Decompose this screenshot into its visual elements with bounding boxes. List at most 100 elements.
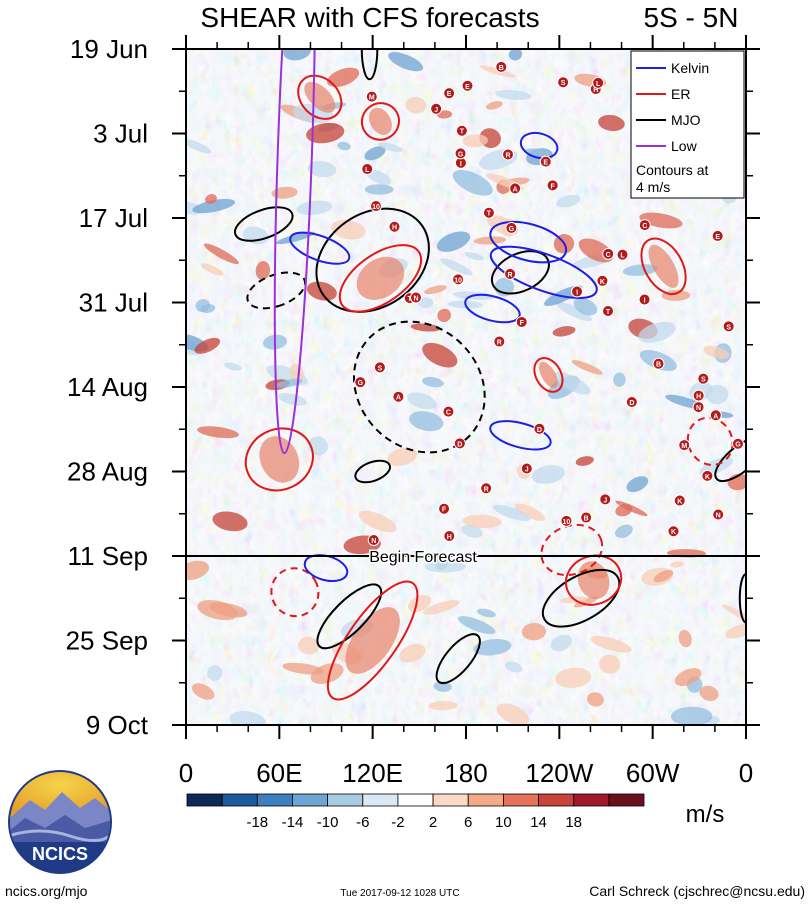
- colorbar-unit: m/s: [686, 801, 725, 828]
- colorbar-label: -2: [391, 814, 404, 831]
- storm-marker: [599, 493, 612, 506]
- y-tick-label: 14 Aug: [67, 372, 148, 402]
- y-tick-label: 25 Sep: [66, 626, 148, 656]
- shear-anomaly-patch: [626, 476, 649, 493]
- storm-letter: G: [358, 380, 364, 387]
- shear-anomaly-patch: [670, 561, 684, 568]
- storm-letter: F: [442, 507, 447, 514]
- shear-anomaly-patch: [191, 683, 215, 700]
- footer-url: ncics.org/mjo: [5, 883, 88, 899]
- storm-letter: I: [644, 297, 646, 304]
- storm-marker: [692, 401, 705, 414]
- legend-label: Low: [671, 138, 698, 154]
- shear-anomaly-patch: [423, 600, 460, 615]
- storm-marker: [539, 155, 552, 168]
- shear-anomaly-patch: [364, 184, 394, 195]
- legend: Kelvin ER MJO Low Contours at 4 m/s: [630, 50, 745, 199]
- x-tick-label: 60E: [256, 758, 302, 788]
- colorbar-label: -18: [246, 814, 268, 831]
- positive-shear-core: [259, 436, 300, 483]
- storm-marker: [712, 508, 725, 521]
- shear-anomaly-patch: [508, 49, 523, 61]
- colorbar-swatch: [327, 793, 364, 807]
- storm-marker: [493, 335, 506, 348]
- shear-anomaly-patch: [504, 661, 523, 673]
- shear-anomaly-patch: [725, 623, 746, 639]
- storm-letter: B: [584, 516, 589, 523]
- shear-anomaly-patch: [418, 297, 434, 308]
- shear-anomaly-patch: [573, 297, 598, 316]
- shear-anomaly-patch: [486, 101, 503, 110]
- storm-letter: A: [513, 186, 518, 193]
- er-contour: [326, 580, 419, 701]
- shear-anomaly-patch: [283, 49, 312, 61]
- shear-anomaly-patch: [203, 243, 239, 265]
- shear-anomaly-patch: [224, 362, 242, 371]
- x-tick-label: 180: [444, 758, 487, 788]
- storm-marker: [365, 90, 378, 103]
- shear-anomaly-patch: [477, 608, 496, 618]
- storm-marker: [505, 221, 518, 234]
- shear-anomaly-patch: [573, 596, 598, 608]
- storm-marker: [638, 219, 651, 232]
- mjo-contour: [315, 207, 430, 313]
- kelvin-contour: [489, 420, 552, 451]
- shear-anomaly-patch: [194, 337, 221, 354]
- shear-anomaly-patch: [307, 161, 337, 178]
- storm-letter: 10: [454, 277, 462, 284]
- mjo-contour: [541, 568, 621, 628]
- shear-anomaly-patch: [208, 602, 248, 618]
- storm-letter: T: [606, 309, 611, 316]
- storm-letter: H: [447, 534, 452, 541]
- mjo-contour: [316, 583, 383, 650]
- shear-anomaly-patch: [428, 701, 458, 711]
- storm-marker: [652, 357, 665, 370]
- footer-credit: Carl Schreck (cjschrec@ncsu.edu): [589, 883, 805, 899]
- storm-marker: [722, 320, 735, 333]
- positive-shear-core: [368, 107, 392, 135]
- storm-marker: [580, 511, 593, 524]
- low-contour: [273, 49, 316, 455]
- colorbar-swatch: [502, 793, 539, 807]
- storm-letter: 10: [372, 204, 380, 211]
- x-tick-label: 0: [179, 758, 193, 788]
- y-tick-label: 3 Jul: [93, 119, 148, 149]
- colorbar-swatch: [608, 793, 645, 807]
- shear-anomaly-patch: [615, 504, 633, 517]
- shear-anomaly-patch: [327, 67, 360, 87]
- shear-anomaly-patch: [464, 251, 484, 261]
- storm-letter: S: [378, 365, 383, 372]
- shear-anomaly-patch: [556, 194, 581, 208]
- shear-anomaly-patch: [275, 378, 303, 388]
- storm-marker: [701, 469, 714, 482]
- shear-anomaly-patch: [186, 560, 210, 581]
- shear-anomaly-patch: [197, 426, 239, 439]
- storm-letter: H: [593, 87, 598, 94]
- storm-letter: C: [446, 410, 451, 417]
- shear-anomaly-patch: [409, 411, 444, 432]
- colorbar-swatch: [538, 793, 575, 807]
- shear-anomaly-patch: [473, 638, 512, 656]
- kelvin-contour: [289, 231, 351, 265]
- er-contour: [244, 427, 314, 492]
- er-contour: [533, 357, 564, 393]
- storm-marker: [592, 76, 605, 89]
- er-contour: [640, 237, 687, 296]
- storm-letter: L: [596, 81, 601, 88]
- kelvin-contour: [464, 293, 521, 324]
- storm-letter: E: [715, 234, 720, 241]
- shear-anomaly-patch: [550, 634, 572, 652]
- shear-anomaly-patch: [421, 376, 444, 388]
- storm-letter: K: [671, 529, 676, 536]
- storm-marker: [520, 462, 533, 475]
- storm-marker: [361, 163, 374, 176]
- storm-letter: J: [434, 107, 438, 114]
- shear-anomaly-patch: [638, 321, 676, 343]
- storm-marker: [367, 534, 380, 547]
- shear-anomaly-patch: [186, 139, 212, 154]
- storm-letter: R: [484, 486, 489, 493]
- storm-letter: E: [465, 84, 470, 91]
- mjo-contour: [246, 271, 307, 310]
- storm-letter: 10: [563, 519, 571, 526]
- storm-letter: R: [497, 340, 502, 347]
